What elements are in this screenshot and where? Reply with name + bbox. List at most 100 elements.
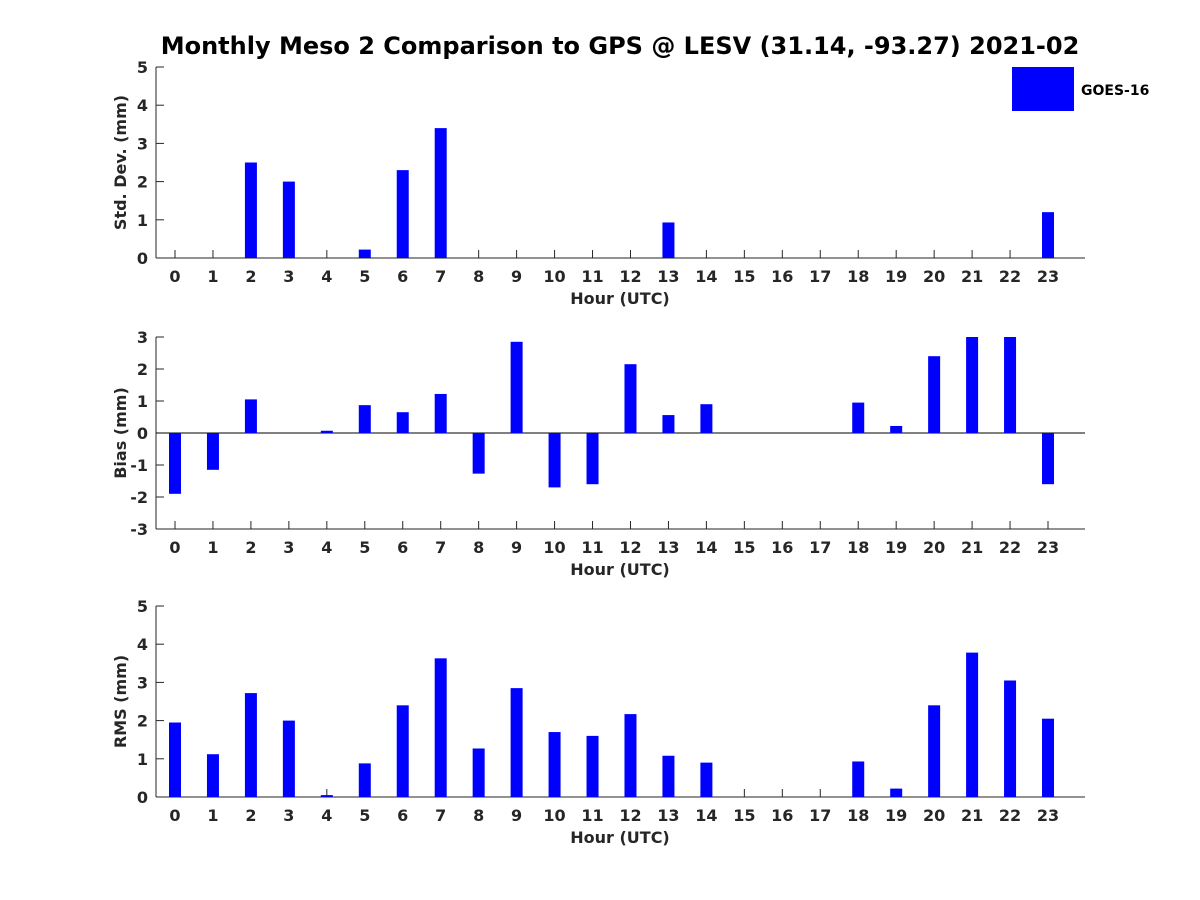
x-tick-label: 15 (733, 267, 755, 286)
x-tick-label: 9 (511, 806, 522, 825)
x-tick-label: 12 (619, 267, 641, 286)
x-tick-label: 12 (619, 538, 641, 557)
bar-hour-20 (928, 705, 941, 797)
x-tick-label: 6 (397, 806, 408, 825)
x-tick-label: 21 (961, 806, 983, 825)
y-tick-label: 2 (137, 360, 148, 379)
x-tick-label: 18 (847, 806, 869, 825)
y-tick-label: 5 (137, 597, 148, 616)
bar-hour-2 (244, 693, 257, 797)
x-tick-label: 7 (435, 538, 446, 557)
legend-label-goes16: GOES-16 (1081, 83, 1149, 99)
x-tick-label: 8 (473, 267, 484, 286)
x-tick-label: 13 (657, 538, 679, 557)
bar-hour-12 (624, 714, 637, 797)
bar-hour-7 (434, 393, 447, 433)
bar-hour-0 (169, 433, 181, 494)
x-tick-label: 4 (321, 806, 332, 825)
x-tick-label: 16 (771, 806, 793, 825)
x-tick-label: 19 (885, 538, 907, 557)
x-tick-label: 4 (321, 267, 332, 286)
bar-hour-23 (1042, 212, 1055, 258)
bar-hour-7 (434, 658, 447, 797)
x-tick-label: 0 (169, 538, 180, 557)
y-tick-label: -2 (130, 488, 148, 507)
x-tick-label: 20 (923, 806, 945, 825)
x-tick-label: 3 (283, 267, 294, 286)
x-tick-label: 14 (695, 806, 717, 825)
x-tick-label: 4 (321, 538, 332, 557)
y-axis-label: Std. Dev. (mm) (111, 95, 130, 230)
x-tick-label: 6 (397, 538, 408, 557)
x-tick-label: 23 (1037, 806, 1059, 825)
bar-hour-1 (206, 433, 219, 470)
y-tick-label: 1 (137, 750, 148, 769)
bar-hour-10 (548, 433, 561, 488)
x-tick-label: 11 (581, 267, 603, 286)
bar-hour-6 (396, 705, 409, 797)
bar-hour-11 (586, 735, 599, 797)
bar-hour-18 (852, 761, 865, 797)
x-tick-label: 1 (207, 538, 218, 557)
x-tick-label: 6 (397, 267, 408, 286)
bar-hour-21 (966, 337, 979, 433)
x-tick-label: 22 (999, 806, 1021, 825)
x-tick-label: 18 (847, 538, 869, 557)
x-tick-label: 17 (809, 538, 831, 557)
bar-hour-14 (700, 404, 713, 433)
x-tick-label: 2 (245, 267, 256, 286)
bar-hour-9 (510, 688, 523, 797)
x-tick-label: 14 (695, 538, 717, 557)
bar-hour-2 (244, 399, 257, 433)
bar-hour-22 (1004, 680, 1017, 797)
x-tick-label: 20 (923, 267, 945, 286)
bar-hour-13 (662, 755, 675, 797)
y-tick-label: 4 (137, 635, 148, 654)
y-tick-label: 3 (137, 328, 148, 347)
x-tick-label: 9 (511, 538, 522, 557)
y-tick-label: 2 (137, 173, 148, 192)
x-tick-label: 7 (435, 267, 446, 286)
bar-hour-5 (358, 763, 371, 797)
x-tick-label: 14 (695, 267, 717, 286)
x-tick-label: 10 (543, 267, 565, 286)
x-tick-label: 21 (961, 267, 983, 286)
bar-hour-12 (624, 364, 637, 433)
x-tick-label: 17 (809, 267, 831, 286)
bar-hour-6 (396, 170, 409, 258)
chart-title: Monthly Meso 2 Comparison to GPS @ LESV … (161, 32, 1080, 60)
bar-hour-19 (890, 425, 903, 433)
bar-hour-1 (206, 754, 219, 797)
x-tick-label: 2 (245, 806, 256, 825)
y-tick-label: 1 (137, 392, 148, 411)
bar-hour-2 (244, 162, 257, 258)
legend: GOES-16 (1012, 67, 1149, 111)
x-tick-label: 2 (245, 538, 256, 557)
bar-hour-9 (510, 341, 523, 433)
x-tick-label: 1 (207, 267, 218, 286)
bar-hour-0 (169, 722, 181, 797)
y-tick-label: -1 (130, 456, 148, 475)
y-tick-label: 0 (137, 249, 148, 268)
x-tick-label: 5 (359, 806, 370, 825)
bar-hour-13 (662, 222, 675, 258)
bar-hour-3 (282, 720, 295, 797)
x-tick-label: 0 (169, 806, 180, 825)
x-tick-label: 11 (581, 538, 603, 557)
x-tick-label: 10 (543, 806, 565, 825)
x-tick-label: 12 (619, 806, 641, 825)
x-tick-label: 3 (283, 538, 294, 557)
y-tick-label: -3 (130, 520, 148, 539)
bar-hour-22 (1004, 337, 1017, 433)
bar-hour-10 (548, 732, 561, 797)
bar-hour-19 (890, 788, 903, 797)
bar-hour-8 (472, 748, 485, 797)
x-tick-label: 3 (283, 806, 294, 825)
x-tick-label: 0 (169, 267, 180, 286)
x-tick-label: 15 (733, 806, 755, 825)
x-tick-label: 13 (657, 806, 679, 825)
bar-hour-7 (434, 128, 447, 258)
